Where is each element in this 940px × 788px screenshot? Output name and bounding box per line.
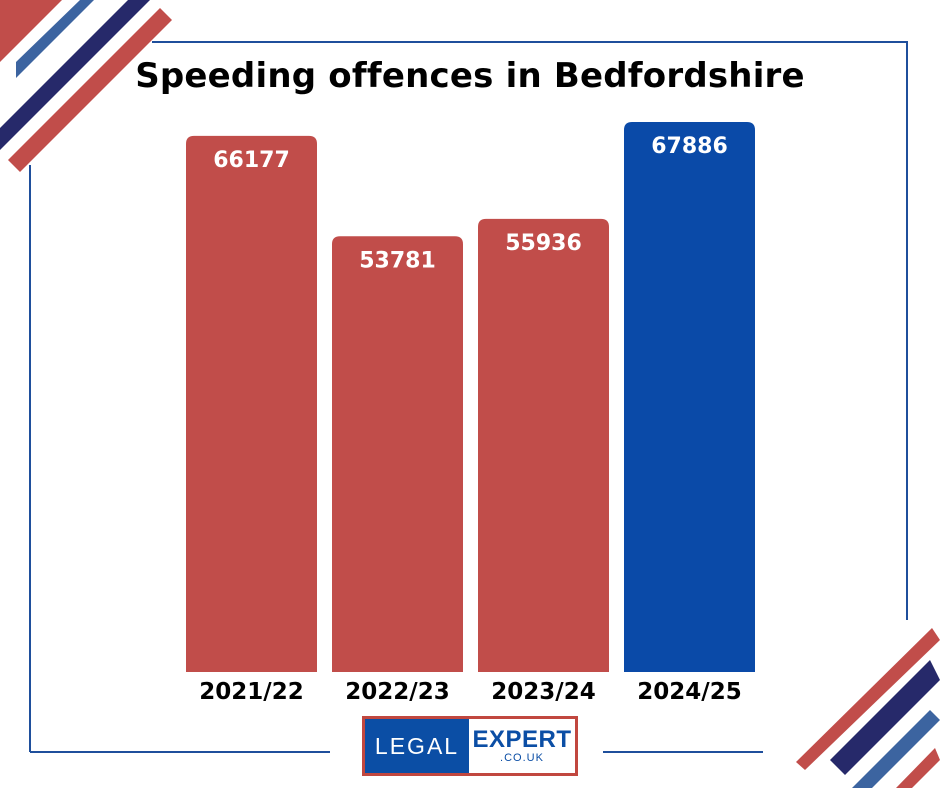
tl-stripe-red-2 (8, 8, 172, 172)
chart-title: Speeding offences in Bedfordshire (135, 56, 805, 96)
bar-value-label: 55936 (505, 231, 582, 256)
br-stripe-red-2 (896, 748, 940, 788)
bar-value-label: 66177 (213, 148, 290, 173)
bottom-right-stripes (796, 628, 940, 788)
bar-value-label: 67886 (651, 134, 728, 159)
bar-value-label: 53781 (359, 248, 436, 273)
tl-stripe-navy (0, 0, 150, 150)
top-left-stripes (0, 0, 172, 172)
x-tick-label: 2022/23 (345, 679, 449, 705)
logo-domain-text: .CO.UK (500, 752, 544, 764)
logo-expert-block: EXPERT .CO.UK (469, 719, 575, 773)
bar-2024-25 (624, 122, 755, 672)
br-stripe-blue (852, 710, 940, 788)
x-tick-label: 2023/24 (491, 679, 595, 705)
logo-legal-text: LEGAL (365, 719, 469, 773)
tl-stripe-blue-1 (16, 0, 94, 78)
legal-expert-logo: LEGAL EXPERT .CO.UK (362, 716, 578, 776)
logo-expert-text: EXPERT (472, 726, 572, 753)
bar-2023-24 (478, 218, 609, 673)
x-tick-label: 2021/22 (199, 679, 303, 705)
bar-2022-23 (332, 236, 463, 673)
x-tick-label: 2024/25 (637, 679, 741, 705)
br-stripe-navy (830, 660, 940, 775)
br-stripe-red-1 (796, 628, 940, 770)
tl-stripe-red (0, 0, 62, 62)
bar-2021-22 (186, 135, 317, 672)
